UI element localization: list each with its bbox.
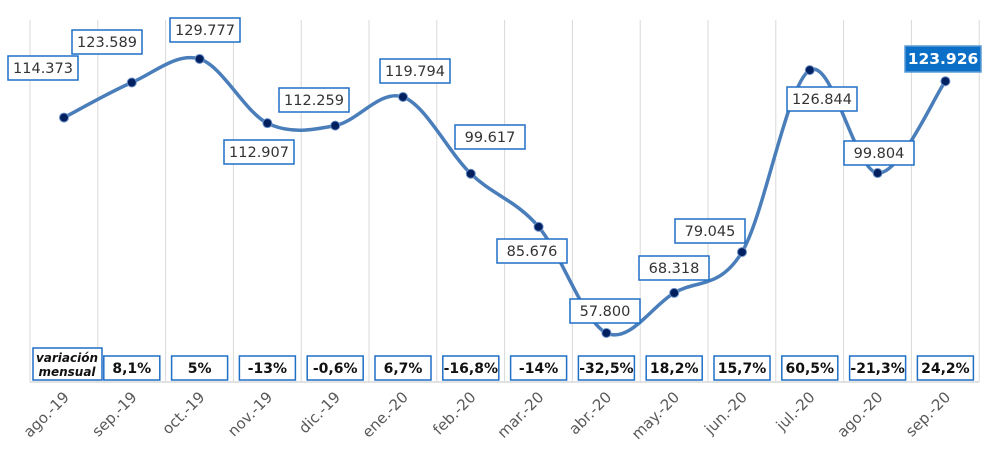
x-tick-label: oct.-19 (159, 388, 209, 438)
variation-value: 5% (188, 361, 212, 377)
data-point (465, 168, 476, 179)
data-label: 129.777 (175, 23, 235, 39)
variation-value: -16,8% (444, 361, 498, 377)
variation-box (306, 355, 364, 381)
data-label-box (71, 29, 143, 55)
data-label-box (569, 298, 641, 324)
variation-box (103, 355, 161, 381)
data-point (533, 221, 544, 232)
x-tick-label: dic.-19 (295, 388, 344, 437)
data-point (669, 287, 680, 298)
variation-box (916, 355, 975, 381)
variation-box (577, 355, 636, 381)
data-point (601, 327, 612, 338)
x-tick-label: ago.-19 (20, 388, 73, 441)
data-point (59, 112, 69, 123)
data-label-box (638, 255, 710, 281)
variation-box (781, 355, 839, 381)
variation-box (374, 355, 432, 381)
x-tick-label: sep.-19 (88, 388, 140, 440)
variation-value: 60,5% (786, 361, 835, 377)
data-label-box (7, 55, 79, 81)
data-point (737, 247, 747, 258)
data-point (940, 76, 951, 87)
variation-box (170, 355, 229, 381)
data-label-box (674, 218, 746, 244)
data-label: 114.373 (13, 61, 73, 77)
data-label: 68.318 (649, 261, 700, 277)
data-point (398, 91, 408, 102)
variation-value: 8,1% (112, 361, 151, 377)
variation-box (442, 355, 500, 381)
variation-box (509, 355, 568, 381)
data-label: 57.800 (580, 304, 631, 320)
x-tick-label: sep.-20 (902, 388, 954, 440)
data-point (194, 53, 205, 64)
data-label: 79.045 (685, 224, 736, 240)
data-point (872, 168, 883, 179)
variation-value: 18,2% (650, 361, 699, 377)
variation-value: -13% (248, 361, 287, 377)
variation-box (713, 355, 771, 381)
data-point (262, 118, 273, 129)
data-label-box (454, 124, 526, 150)
variation-value: -0,6% (313, 361, 358, 377)
x-tick-label: ene.-20 (359, 388, 412, 441)
data-label-box (278, 87, 350, 113)
variation-value: 15,7% (718, 361, 767, 377)
data-label: 123.926 (908, 50, 979, 68)
data-label: 126.844 (792, 92, 852, 108)
variation-title: mensual (38, 365, 96, 379)
variation-value: -32,5% (579, 361, 633, 377)
data-label-box (843, 140, 915, 166)
data-label: 123.589 (77, 35, 137, 51)
data-label-box (379, 58, 451, 84)
data-label-box (169, 17, 241, 43)
x-tick-label: feb.-20 (429, 388, 479, 438)
data-label-box (223, 139, 295, 165)
variation-value: 6,7% (384, 361, 423, 377)
x-tick-label: nov.-19 (224, 388, 276, 440)
x-tick-label: jul.-20 (772, 388, 819, 435)
data-label-box (786, 86, 858, 112)
data-label: 99.804 (854, 146, 905, 162)
variation-box (645, 355, 703, 381)
variation-title-box (32, 347, 103, 381)
data-label: 85.676 (507, 244, 558, 260)
data-label: 99.617 (465, 130, 516, 146)
x-tick-label: abr.-20 (565, 388, 615, 438)
data-label: 112.259 (284, 93, 344, 109)
x-tick-label: mar.-20 (494, 388, 548, 442)
data-label: 112.907 (229, 145, 289, 161)
x-tick-label: ago.-20 (833, 388, 886, 441)
data-label-box (496, 238, 568, 264)
data-point (330, 120, 341, 131)
variation-title: variación (36, 351, 98, 365)
data-label: 119.794 (385, 64, 445, 80)
data-point (126, 77, 137, 88)
variation-box (848, 355, 907, 381)
variation-value: -21,3% (850, 361, 904, 377)
variation-box (238, 355, 297, 381)
variation-value: -14% (519, 361, 558, 377)
data-point (804, 65, 815, 76)
variation-value: 24,2% (921, 361, 970, 377)
data-label-box (904, 45, 982, 73)
x-tick-label: may.-20 (628, 388, 683, 443)
x-tick-label: jun.-20 (700, 388, 751, 439)
